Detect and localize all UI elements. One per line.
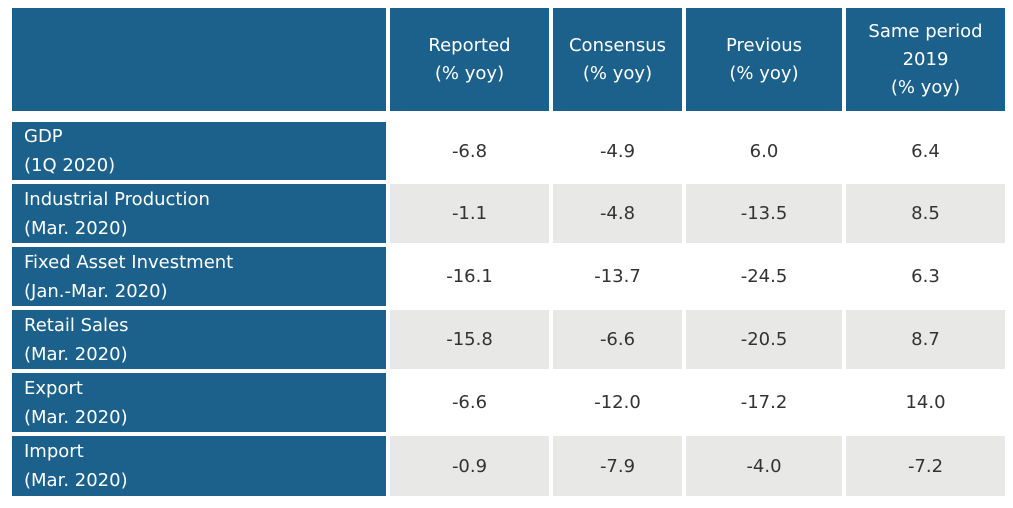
cell-value: -6.8 — [451, 140, 488, 162]
data-cell: 6.0 — [686, 122, 842, 180]
header-text: (% yoy) — [434, 62, 505, 84]
cell-value: -7.2 — [907, 455, 944, 477]
cell-value: 6.4 — [911, 140, 940, 162]
row-label: (Jan.-Mar. 2020) — [24, 280, 168, 302]
cell-value: 6.3 — [911, 266, 940, 287]
row-label: (Mar. 2020) — [24, 470, 128, 491]
data-cell: 8.5 — [846, 184, 1005, 243]
column-header: Same period 2019 (% yoy) — [846, 8, 1005, 111]
data-cell: 6.4 — [846, 122, 1005, 180]
data-cell: -6.8 — [390, 122, 549, 180]
row-label: GDP — [24, 126, 63, 147]
cell-value: -0.9 — [451, 455, 488, 477]
header-text: Reported — [428, 34, 511, 56]
cell-value: 14.0 — [905, 392, 946, 413]
data-cell: -20.5 — [686, 310, 842, 369]
data-cell: -12.0 — [553, 373, 682, 432]
data-cell: -13.7 — [553, 247, 682, 306]
data-cell: -13.5 — [686, 184, 842, 243]
row-header: Import (Mar. 2020) — [12, 436, 386, 496]
header-text: (% yoy) — [729, 62, 799, 84]
row-header: Industrial Production (Mar. 2020) — [12, 184, 386, 243]
cell-value: 8.5 — [911, 203, 940, 224]
data-cell: -4.8 — [553, 184, 682, 243]
row-label: (Mar. 2020) — [24, 343, 128, 365]
cell-value: -4.9 — [599, 140, 636, 162]
data-cell: -17.2 — [686, 373, 842, 432]
header-text: Same period — [868, 20, 983, 42]
cell-value: -13.7 — [594, 266, 641, 287]
header-text: Previous — [725, 34, 803, 56]
data-cell: -24.5 — [686, 247, 842, 306]
row-header: Export (Mar. 2020) — [12, 373, 386, 432]
cell-value: -6.6 — [451, 392, 488, 413]
corner-cell — [12, 8, 386, 111]
data-cell: 6.3 — [846, 247, 1005, 306]
data-cell: -15.8 — [390, 310, 549, 369]
row-label: Export — [24, 377, 83, 399]
row-header: Fixed Asset Investment (Jan.-Mar. 2020) — [12, 247, 386, 306]
data-cell: -6.6 — [390, 373, 549, 432]
row-header: Retail Sales (Mar. 2020) — [12, 310, 386, 369]
cell-value: -15.8 — [446, 329, 493, 350]
cell-value: -4.0 — [746, 455, 782, 477]
row-label: (Mar. 2020) — [24, 217, 128, 239]
row-label: Import — [24, 441, 84, 462]
data-cell: -0.9 — [390, 436, 549, 496]
row-label: Industrial Production — [24, 188, 210, 210]
data-cell: -4.0 — [686, 436, 842, 496]
data-cell: 14.0 — [846, 373, 1005, 432]
cell-value: 6.0 — [749, 140, 779, 162]
cell-value: -24.5 — [740, 266, 788, 287]
row-label: Retail Sales — [24, 314, 129, 336]
header-text: (% yoy) — [582, 62, 653, 84]
data-cell: -1.1 — [390, 184, 549, 243]
column-header: Reported (% yoy) — [390, 8, 549, 111]
row-label: (Mar. 2020) — [24, 406, 128, 428]
cell-value: -1.1 — [451, 203, 488, 224]
cell-value: -7.9 — [599, 455, 636, 477]
header-text: Consensus — [568, 34, 666, 56]
cell-value: 8.7 — [911, 329, 940, 350]
header-text: 2019 — [902, 48, 949, 70]
data-cell: -16.1 — [390, 247, 549, 306]
data-cell: -7.9 — [553, 436, 682, 496]
row-header: GDP (1Q 2020) — [12, 122, 386, 180]
row-label: (1Q 2020) — [24, 155, 116, 176]
column-header: Consensus (% yoy) — [553, 8, 682, 111]
data-cell: -4.9 — [553, 122, 682, 180]
cell-value: -12.0 — [594, 392, 641, 413]
cell-value: -13.5 — [740, 203, 788, 224]
data-cell: 8.7 — [846, 310, 1005, 369]
cell-value: -17.2 — [740, 392, 788, 413]
cell-value: -4.8 — [599, 203, 636, 224]
data-cell: -7.2 — [846, 436, 1005, 496]
row-label: Fixed Asset Investment — [24, 251, 234, 273]
data-cell: -6.6 — [553, 310, 682, 369]
header-text: (% yoy) — [890, 76, 961, 98]
cell-value: -16.1 — [446, 266, 493, 287]
column-header: Previous (% yoy) — [686, 8, 842, 111]
cell-value: -20.5 — [740, 329, 788, 350]
cell-value: -6.6 — [599, 329, 636, 350]
